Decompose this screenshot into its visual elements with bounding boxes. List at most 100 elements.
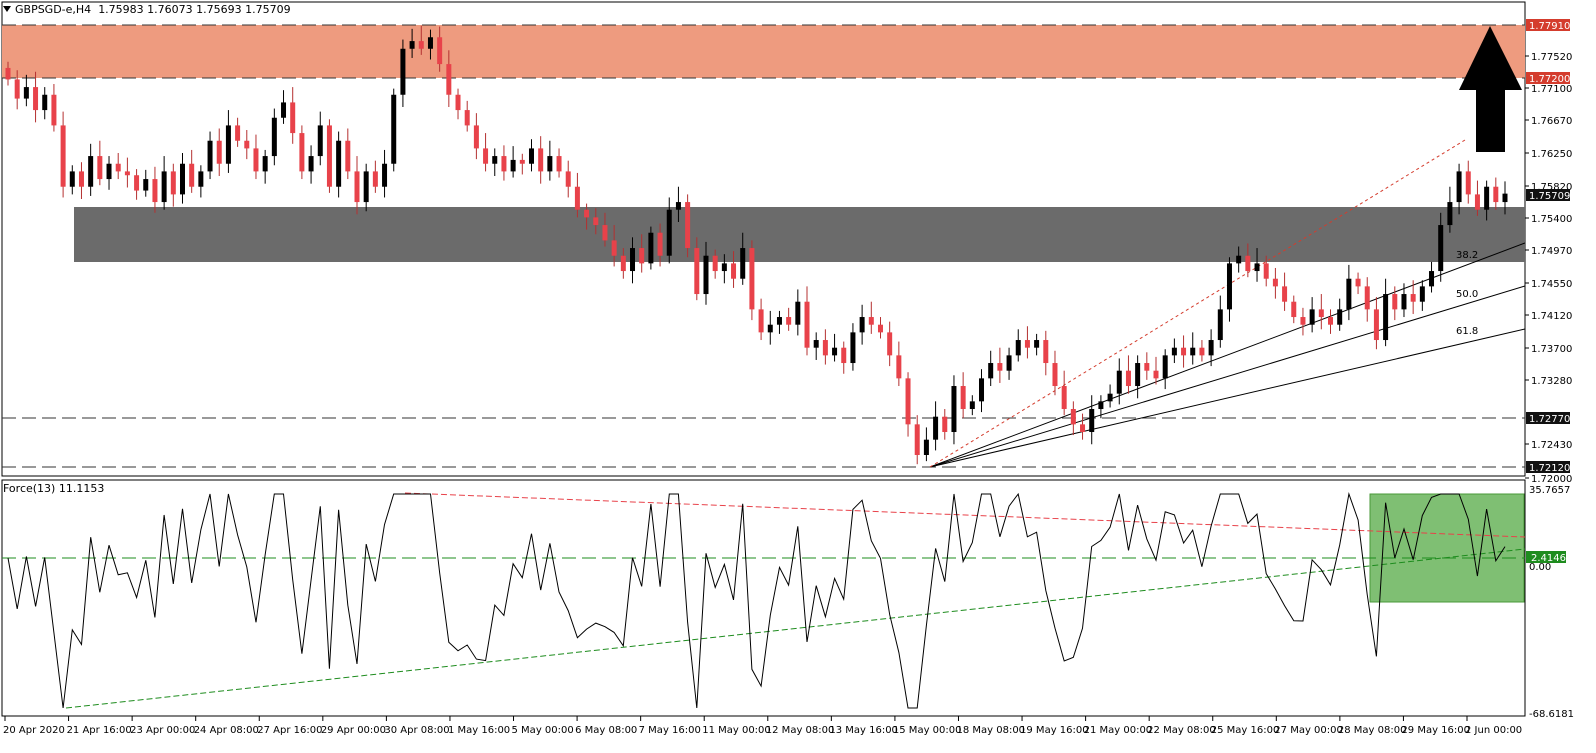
candle-body (170, 171, 176, 195)
price-tick-label: 1.73280 (1531, 376, 1572, 387)
candle-body (648, 232, 654, 264)
candle-body (666, 209, 672, 256)
time-tick-label: 19 May 16:00 (1020, 725, 1089, 736)
candle-body (1318, 309, 1324, 318)
candle-body (455, 94, 461, 111)
candle-body (106, 163, 112, 180)
candle-body (5, 67, 11, 80)
force-axis: 35.7657 0.00 -68.6181 2.4146 (1526, 485, 1574, 720)
candle-body (1272, 278, 1278, 287)
candle-body (1226, 263, 1232, 310)
candle-body (134, 175, 140, 191)
candle-body (391, 94, 397, 164)
price-tick-label: 1.74550 (1531, 279, 1572, 290)
candle-body (1254, 263, 1260, 272)
force-badge-label: 2.4146 (1531, 553, 1566, 564)
candle-body (235, 125, 241, 141)
candle-body (565, 171, 571, 187)
candle-body (510, 159, 516, 172)
price-tick-label: 1.74970 (1531, 246, 1572, 257)
candle-body (152, 179, 158, 203)
chart-header[interactable]: GBPSGD-e,H4 1.75983 1.76073 1.75693 1.75… (3, 3, 291, 16)
candle-body (1135, 363, 1141, 387)
price-badge-label: 1.77200 (1529, 74, 1570, 85)
candle-body (290, 102, 296, 134)
candle-body (639, 248, 645, 264)
candle-body (657, 232, 663, 256)
candle-body (1383, 294, 1389, 341)
candle-body (611, 240, 617, 256)
candle-body (1419, 286, 1425, 302)
candle-body (1502, 193, 1508, 203)
candle-body (299, 133, 305, 172)
force-pane[interactable] (1, 479, 1526, 717)
candle-body (1199, 347, 1205, 356)
candle-body (1300, 317, 1306, 325)
fib-fan-61-line (929, 328, 1526, 468)
candle-body (822, 340, 828, 356)
candle-body (88, 156, 94, 187)
time-tick-label: 2 Jun 00:00 (1465, 725, 1522, 736)
price-badge-label: 1.72120 (1529, 463, 1570, 474)
resistance-zone (2, 25, 1525, 78)
candle-body (1144, 363, 1150, 371)
candle-body (877, 324, 883, 333)
candle-body (60, 125, 66, 187)
candle-body (1245, 255, 1251, 272)
time-tick-label: 7 May 16:00 (639, 725, 701, 736)
fib-label-38: 38.2 (1456, 250, 1478, 261)
candle-body (923, 439, 929, 456)
fib-fan-trend-line (929, 139, 1466, 468)
candle-body (345, 140, 351, 172)
fib-label-50: 50.0 (1456, 289, 1478, 300)
candle-body (1236, 255, 1242, 264)
candle-body (1355, 278, 1361, 287)
support-zone (74, 207, 1525, 262)
candle-body (198, 171, 204, 187)
time-tick-label: 5 May 00:00 (512, 725, 574, 736)
candle-body (675, 202, 681, 210)
price-badge-label: 1.77910 (1529, 21, 1570, 32)
candle-body (308, 156, 314, 172)
time-tick-label: 12 May 08:00 (766, 725, 835, 736)
candle-body (547, 156, 553, 172)
candle-body (593, 217, 599, 226)
candle-body (97, 156, 103, 180)
time-tick-label: 29 Apr 00:00 (321, 725, 386, 736)
candle-body (712, 255, 718, 272)
price-axis: 1.77520 1.77100 1.76670 1.76250 1.75820 1.754… (1525, 19, 1572, 485)
candle-body (492, 156, 498, 164)
time-tick-label: 1 May 16:00 (448, 725, 510, 736)
candle-body (501, 156, 507, 172)
candle-body (804, 301, 810, 348)
candle-body (905, 378, 911, 425)
candle-body (694, 248, 700, 295)
candle-body (143, 179, 149, 191)
candle-body (179, 163, 185, 195)
candle-body (813, 340, 819, 348)
candle-body (483, 148, 489, 164)
candle-body (988, 363, 994, 379)
candle-body (1171, 347, 1177, 356)
candle-body (326, 125, 332, 187)
price-tick-label: 1.75400 (1531, 214, 1572, 225)
candle-body (437, 37, 443, 65)
candle-body (1337, 309, 1343, 325)
candle-body (33, 87, 39, 111)
candle-body (473, 125, 479, 149)
candle-body (336, 140, 342, 187)
candle-body (78, 171, 84, 187)
candle-body (731, 263, 737, 279)
candle-body (1410, 294, 1416, 302)
force-tick-label: 0.00 (1529, 562, 1551, 573)
candle-body (951, 386, 957, 433)
chevron-down-icon[interactable] (3, 6, 11, 12)
candle-body (1217, 309, 1223, 341)
candle-body (1034, 340, 1040, 348)
time-tick-label: 22 May 08:00 (1147, 725, 1216, 736)
candle-body (1401, 294, 1407, 310)
candle-body (1346, 278, 1352, 310)
candle-body (418, 41, 424, 49)
